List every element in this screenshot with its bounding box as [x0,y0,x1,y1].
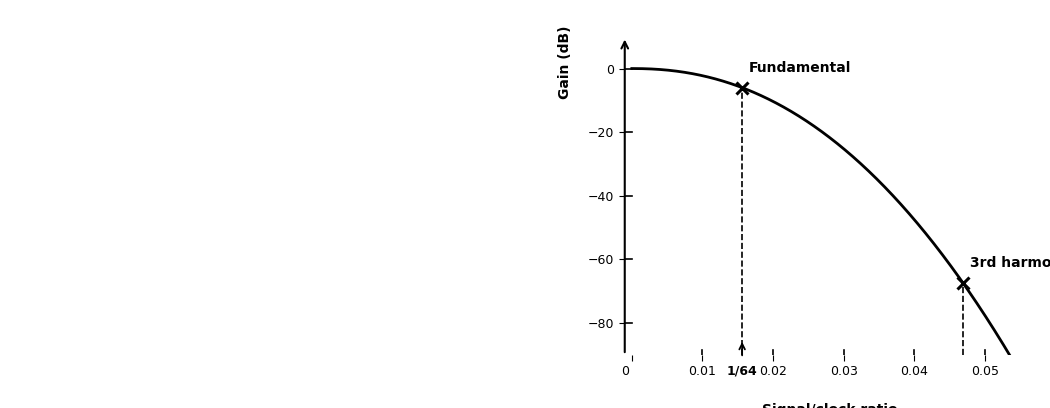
Text: 1/64: 1/64 [727,364,757,377]
Text: Fundamental: Fundamental [750,61,852,75]
Text: 0: 0 [621,364,629,377]
X-axis label: Signal/clock ratio: Signal/clock ratio [761,404,898,408]
Text: 3rd harmonic: 3rd harmonic [970,256,1050,270]
Y-axis label: Gain (dB): Gain (dB) [558,25,571,99]
